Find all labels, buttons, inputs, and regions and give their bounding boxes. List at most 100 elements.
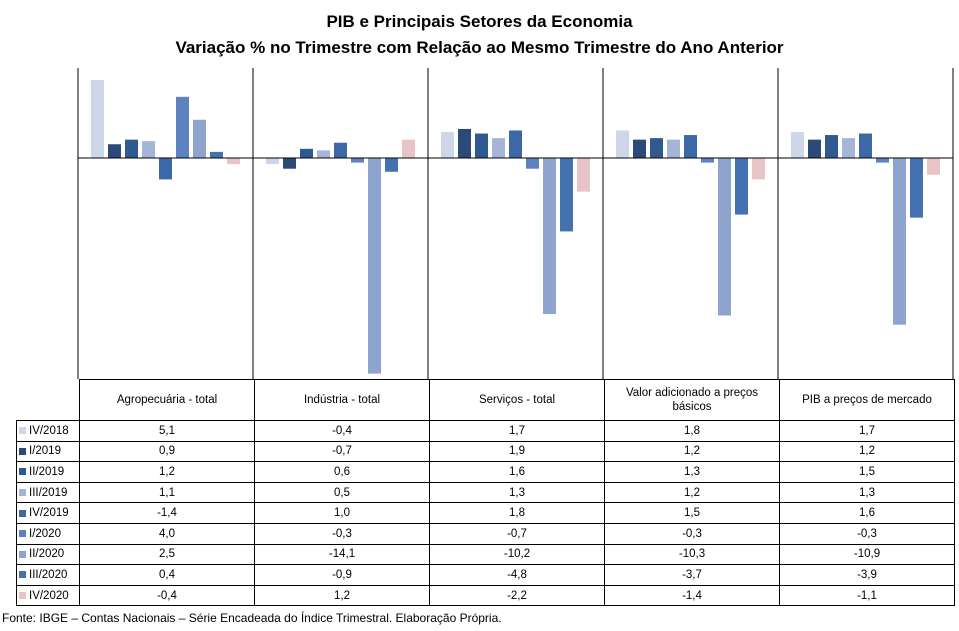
data-label: -0,4 <box>254 420 430 442</box>
data-label: 1,3 <box>429 481 605 504</box>
bar-IV-2018-3 <box>616 130 629 158</box>
data-label: -2,2 <box>429 584 605 607</box>
data-label: 4,0 <box>79 522 255 545</box>
legend-swatch <box>19 550 26 558</box>
bar-IV-2019-1 <box>334 142 347 158</box>
bar-IV-2018-4 <box>791 132 804 158</box>
series-name: II/2019 <box>29 465 65 478</box>
bar-II-2019-0 <box>125 139 138 158</box>
bar-IV-2018-1 <box>266 158 279 165</box>
table-row: I/2020 4,0 -0,3 -0,7 -0,3 -0,3 <box>16 522 955 545</box>
data-label: -0,3 <box>604 522 780 545</box>
bar-III-2020-3 <box>735 158 748 215</box>
bar-IV-2019-0 <box>159 158 172 180</box>
legend-swatch <box>19 468 26 476</box>
bar-III-2020-4 <box>910 158 923 218</box>
data-label: -0,7 <box>254 440 430 463</box>
bar-IV-2020-3 <box>752 158 765 180</box>
bar-II-2019-4 <box>825 135 838 158</box>
data-label: 1,7 <box>779 420 955 442</box>
chart-title: PIB e Principais Setores da Economia <box>326 12 633 31</box>
data-label: -0,9 <box>254 564 430 586</box>
bar-IV-2020-2 <box>577 158 590 192</box>
data-label: 2,5 <box>79 543 255 566</box>
bar-III-2019-1 <box>317 150 330 158</box>
legend-entry: I/2019 <box>16 440 80 463</box>
bar-II-2020-1 <box>368 158 381 374</box>
bar-II-2019-1 <box>300 148 313 158</box>
bar-I-2019-2 <box>458 128 471 158</box>
bar-III-2020-0 <box>210 151 223 158</box>
bar-II-2020-2 <box>543 158 556 314</box>
bar-III-2020-2 <box>560 158 573 232</box>
data-label: -0,3 <box>779 522 955 545</box>
category-label: PIB a preços de mercado <box>779 379 955 421</box>
data-label: -10,9 <box>779 543 955 566</box>
data-label: -1,1 <box>779 584 955 607</box>
legend-entry: I/2020 <box>16 522 80 545</box>
table-row: IV/2018 5,1 -0,4 1,7 1,8 1,7 <box>16 420 955 442</box>
bar-III-2020-1 <box>385 158 398 172</box>
data-label: -0,4 <box>79 584 255 607</box>
data-label: -4,8 <box>429 564 605 586</box>
table-corner <box>16 379 80 421</box>
bar-I-2019-0 <box>108 144 121 158</box>
series-name: II/2020 <box>29 548 65 561</box>
bar-chart-plot <box>77 68 954 379</box>
category-label: Serviços - total <box>429 379 605 421</box>
bar-IV-2020-1 <box>402 139 415 158</box>
bar-I-2020-4 <box>876 158 889 163</box>
data-label: 1,3 <box>779 481 955 504</box>
data-label: 5,1 <box>79 420 255 442</box>
bar-III-2019-2 <box>492 138 505 158</box>
data-label: 1,2 <box>254 584 430 607</box>
data-label: 1,9 <box>429 440 605 463</box>
data-label: -14,1 <box>254 543 430 566</box>
bar-IV-2018-2 <box>441 132 454 158</box>
legend-entry: II/2019 <box>16 461 80 483</box>
legend-swatch <box>19 530 26 538</box>
data-label: 1,2 <box>779 440 955 463</box>
table-row: IV/2020 -0,4 1,2 -2,2 -1,4 -1,1 <box>16 584 955 607</box>
data-label: 1,1 <box>79 481 255 504</box>
data-label: 1,8 <box>429 502 605 524</box>
bar-II-2019-2 <box>475 133 488 158</box>
data-label: 1,5 <box>604 502 780 524</box>
bar-II-2020-0 <box>193 119 206 158</box>
legend-entry: IV/2019 <box>16 502 80 524</box>
bar-IV-2019-3 <box>684 135 697 158</box>
data-label: 1,6 <box>779 502 955 524</box>
data-label: 1,8 <box>604 420 780 442</box>
data-label: 1,6 <box>429 461 605 483</box>
chart-subtitle: Variação % no Trimestre com Relação ao M… <box>175 38 784 57</box>
data-label: -0,7 <box>429 522 605 545</box>
data-label: -3,7 <box>604 564 780 586</box>
legend-entry: II/2020 <box>16 543 80 566</box>
data-label: 1,7 <box>429 420 605 442</box>
legend-entry: IV/2018 <box>16 420 80 442</box>
series-name: IV/2020 <box>29 589 69 602</box>
table-row: II/2019 1,2 0,6 1,6 1,3 1,5 <box>16 461 955 483</box>
bar-I-2020-3 <box>701 158 714 163</box>
legend-entry: III/2020 <box>16 564 80 586</box>
legend-swatch <box>19 447 26 455</box>
data-label: -1,4 <box>604 584 780 607</box>
series-name: IV/2018 <box>29 424 69 437</box>
legend-swatch <box>19 571 26 579</box>
bar-IV-2020-0 <box>227 158 240 165</box>
legend-swatch <box>19 592 26 600</box>
data-label: -1,4 <box>79 502 255 524</box>
category-label: Agropecuária - total <box>79 379 255 421</box>
bar-III-2019-4 <box>842 138 855 158</box>
table-row: I/2019 0,9 -0,7 1,9 1,2 1,2 <box>16 440 955 463</box>
data-label: 0,9 <box>79 440 255 463</box>
table-row: IV/2019 -1,4 1,0 1,8 1,5 1,6 <box>16 502 955 524</box>
bar-IV-2018-0 <box>91 80 104 158</box>
series-name: IV/2019 <box>29 507 69 520</box>
data-label: -10,2 <box>429 543 605 566</box>
bar-II-2020-4 <box>893 158 906 325</box>
source-note: Fonte: IBGE – Contas Nacionais – Série E… <box>2 611 502 625</box>
bar-I-2019-1 <box>283 158 296 169</box>
table-row: II/2020 2,5 -14,1 -10,2 -10,3 -10,9 <box>16 543 955 566</box>
data-label: -3,9 <box>779 564 955 586</box>
